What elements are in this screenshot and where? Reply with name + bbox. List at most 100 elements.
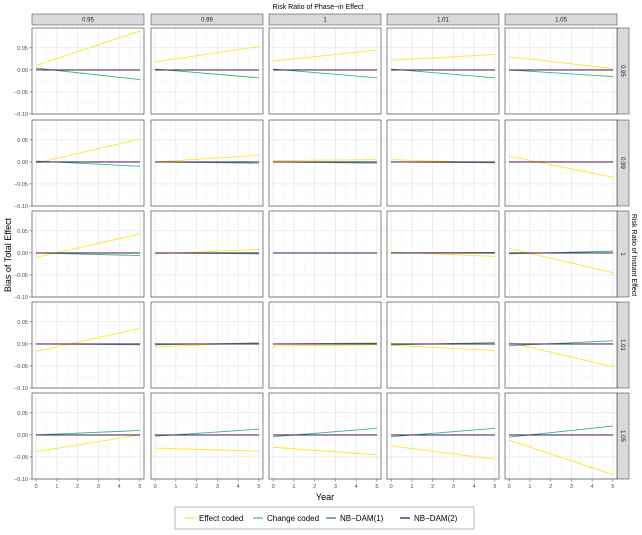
x-tick-label: 4 — [237, 484, 240, 490]
x-tick-label: 1 — [55, 484, 58, 490]
series-line-effect-coded — [36, 328, 140, 352]
x-tick-label: 5 — [257, 484, 260, 490]
facet-row-title: Risk Ratio of Instant Effect — [630, 214, 637, 296]
series-line-effect-coded — [509, 439, 613, 476]
y-tick-label: 0.00 — [17, 342, 28, 348]
column-strip-label: 0.95 — [82, 18, 94, 24]
column-strip — [268, 13, 382, 26]
panel — [268, 119, 382, 207]
legend-label: NB−DAM(2) — [414, 514, 458, 523]
panel — [386, 301, 500, 389]
column-strip-label: 0.99 — [201, 18, 213, 24]
x-tick-label: 1 — [410, 484, 413, 490]
panel — [268, 210, 382, 298]
panel-border — [150, 119, 264, 207]
panel — [31, 27, 145, 115]
legend-label: Change coded — [267, 514, 319, 523]
y-tick-label: −0.05 — [14, 364, 28, 370]
y-tick-label: −0.05 — [14, 90, 28, 96]
panel-border — [268, 27, 382, 115]
series-line-change-coded — [36, 430, 140, 436]
x-tick-label: 5 — [611, 484, 614, 490]
y-tick-label: 0.05 — [17, 411, 28, 417]
panel-border — [268, 301, 382, 389]
panel-border — [150, 301, 264, 389]
panel — [386, 119, 500, 207]
panel-border — [268, 392, 382, 480]
y-tick-label: −0.05 — [14, 455, 28, 461]
y-tick-label: −0.10 — [14, 386, 28, 392]
series-line-effect-coded — [391, 344, 495, 351]
panel — [504, 301, 618, 389]
x-tick-label: 0 — [35, 484, 38, 490]
panel — [504, 392, 618, 480]
panel-border — [31, 27, 145, 115]
panel-border — [268, 210, 382, 298]
panel-border — [150, 392, 264, 480]
row-strip-label: 1.05 — [619, 430, 625, 442]
panel — [504, 119, 618, 207]
series-line-change-coded — [273, 68, 377, 79]
panel-border — [504, 301, 618, 389]
x-tick-label: 3 — [334, 484, 337, 490]
x-tick-label: 0 — [508, 484, 511, 490]
panel-border — [386, 119, 500, 207]
series-line-change-coded — [155, 68, 259, 79]
x-tick-label: 3 — [452, 484, 455, 490]
x-tick-label: 1 — [528, 484, 531, 490]
column-strip — [504, 13, 618, 26]
series-line-change-coded — [391, 68, 495, 79]
x-tick-label: 3 — [216, 484, 219, 490]
panel-border — [386, 392, 500, 480]
row-strip-label: 0.95 — [619, 65, 625, 77]
y-tick-label: 0.00 — [17, 251, 28, 257]
panel — [150, 27, 264, 115]
panel — [268, 27, 382, 115]
column-strip-label: 1.05 — [555, 18, 567, 24]
panel — [31, 301, 145, 389]
x-tick-label: 2 — [195, 484, 198, 490]
y-tick-label: −0.05 — [14, 182, 28, 188]
panel — [268, 392, 382, 480]
x-axis-title: Year — [316, 492, 334, 502]
x-tick-label: 4 — [591, 484, 594, 490]
x-tick-label: 4 — [473, 484, 476, 490]
x-tick-label: 1 — [292, 484, 295, 490]
y-tick-label: 0.00 — [17, 160, 28, 166]
panel — [31, 119, 145, 207]
series-line-effect-coded — [155, 447, 259, 452]
series-line-change-coded — [509, 340, 613, 347]
series-line-effect-coded — [273, 344, 377, 347]
panel — [150, 392, 264, 480]
series-line-effect-coded — [36, 434, 140, 453]
series-line-effect-coded — [36, 30, 140, 66]
series-line-effect-coded — [273, 49, 377, 62]
panel — [504, 210, 618, 298]
panel — [150, 210, 264, 298]
x-tick-label: 2 — [431, 484, 434, 490]
x-tick-label: 2 — [76, 484, 79, 490]
y-tick-label: 0.05 — [17, 229, 28, 235]
panel — [504, 27, 618, 115]
panel-border — [504, 27, 618, 115]
series-line-change-coded — [509, 69, 613, 77]
panel — [150, 119, 264, 207]
y-tick-label: −0.10 — [14, 204, 28, 210]
series-line-effect-coded — [155, 46, 259, 63]
x-tick-label: 3 — [97, 484, 100, 490]
row-strip-label: 1 — [619, 252, 625, 256]
row-strip-label: 0.99 — [619, 157, 625, 169]
x-tick-label: 4 — [118, 484, 121, 490]
panel-border — [31, 210, 145, 298]
panel — [150, 301, 264, 389]
panel-border — [31, 301, 145, 389]
x-tick-label: 0 — [272, 484, 275, 490]
panel-border — [268, 119, 382, 207]
series-line-effect-coded — [391, 445, 495, 460]
panel — [268, 301, 382, 389]
panel-border — [386, 210, 500, 298]
panel — [31, 392, 145, 480]
panel-border — [504, 210, 618, 298]
legend-box — [174, 506, 475, 530]
y-tick-label: −0.05 — [14, 273, 28, 279]
